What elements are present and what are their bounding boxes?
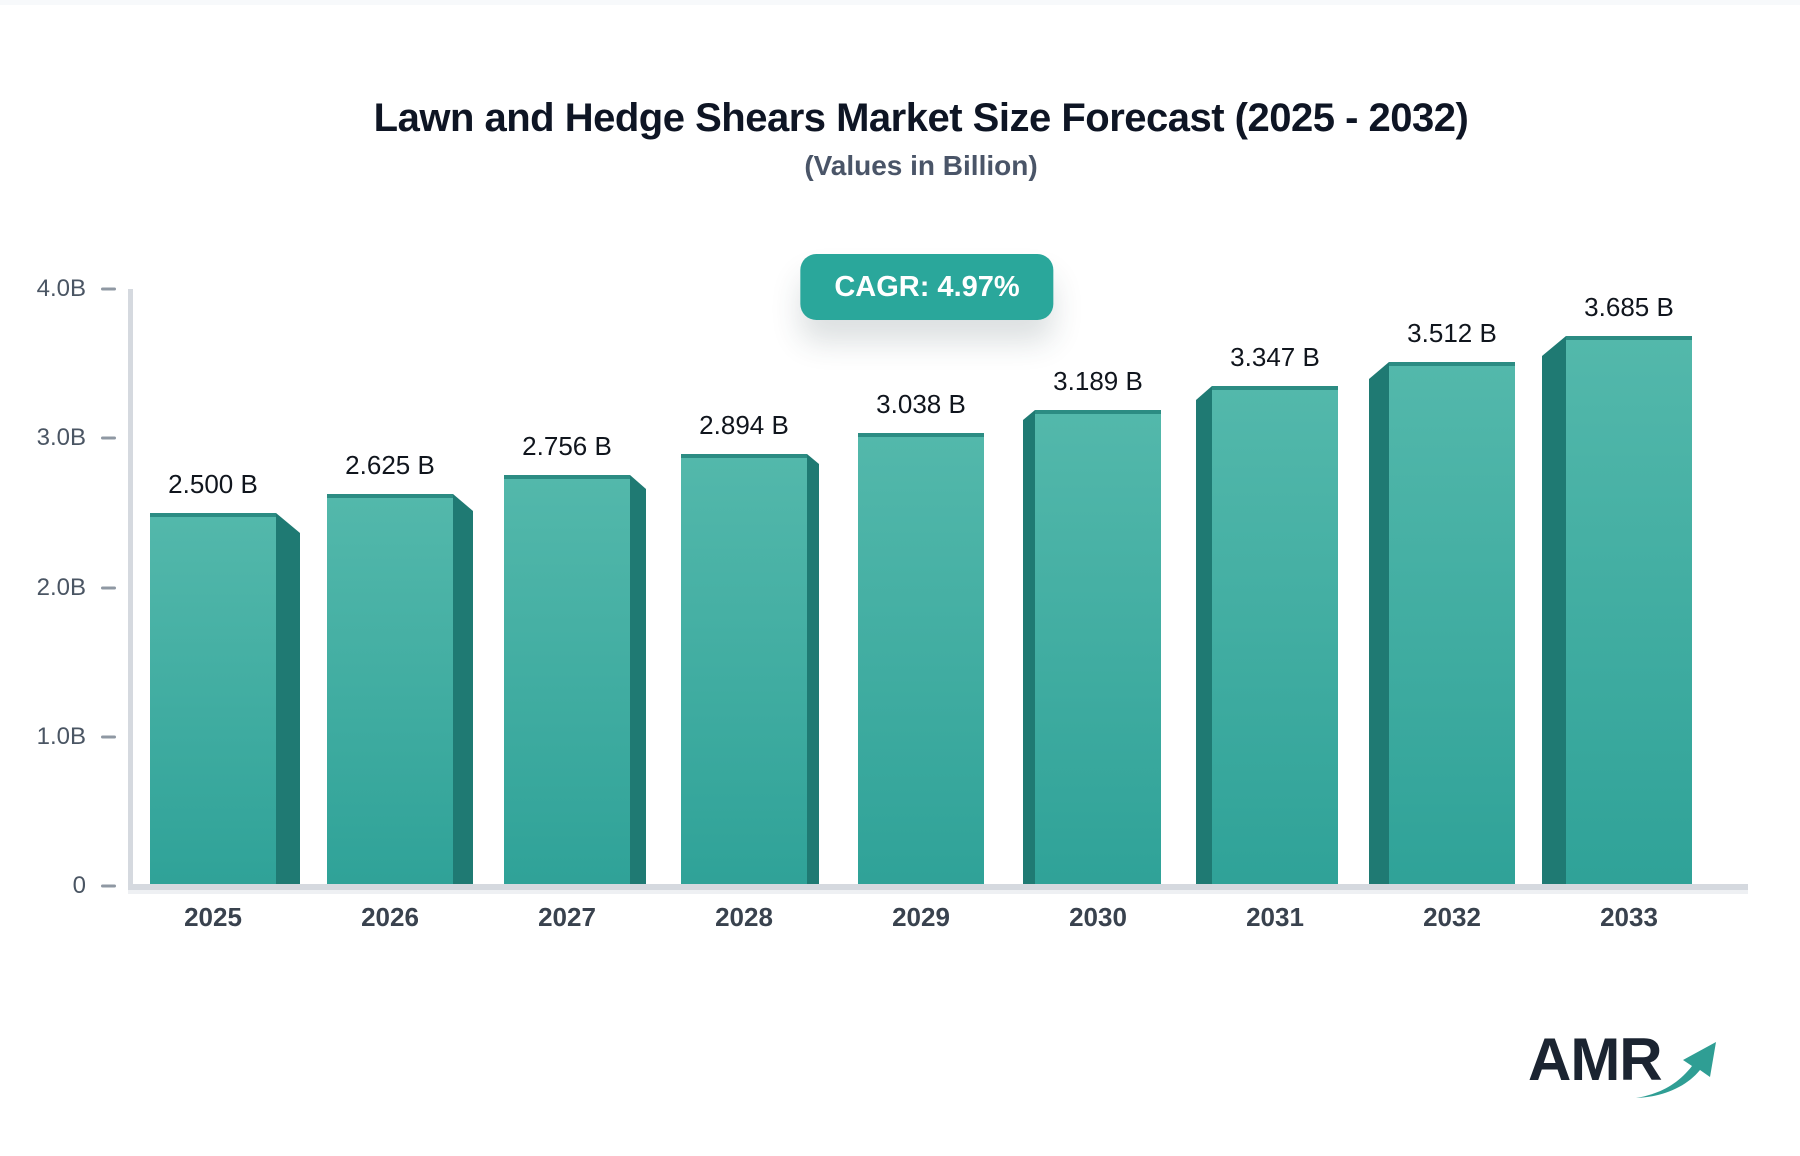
bar[interactable]: [1035, 410, 1161, 886]
bar[interactable]: [504, 475, 630, 886]
y-axis-tick-label: 1.0B: [36, 722, 86, 750]
bar[interactable]: [1389, 362, 1515, 886]
x-axis-tick-label: 2029: [892, 902, 950, 932]
bar-3d-side: [807, 454, 819, 886]
bar-value-label: 2.625 B: [345, 450, 435, 480]
cagr-badge: CAGR: 4.97%: [800, 254, 1054, 320]
y-axis-tick-mark: [101, 735, 116, 739]
x-axis-tick-label: 2032: [1423, 902, 1481, 932]
bar-value-label: 3.512 B: [1407, 318, 1497, 348]
x-axis-tick-label: 2030: [1069, 902, 1127, 932]
x-axis-tick-label: 2028: [715, 902, 773, 932]
chart-title: Lawn and Hedge Shears Market Size Foreca…: [373, 96, 1469, 140]
y-axis-line: [128, 289, 133, 887]
bar[interactable]: [681, 454, 807, 886]
bar-value-label: 3.347 B: [1230, 342, 1320, 372]
y-axis-tick-mark: [101, 586, 116, 589]
amr-logo-text: AMR: [1528, 1026, 1663, 1093]
bar[interactable]: [327, 494, 453, 886]
bar-value-label: 2.500 B: [168, 469, 258, 499]
bar-value-label: 3.685 B: [1584, 292, 1674, 322]
page-top-strip: [0, 0, 1800, 5]
bar-3d-side: [453, 494, 473, 886]
growth-arrow-icon: [1632, 1034, 1724, 1111]
x-axis-tick-label: 2027: [538, 902, 596, 932]
y-axis-tick-mark: [101, 436, 116, 440]
bar-3d-side: [630, 475, 646, 886]
bar-value-label: 3.189 B: [1053, 366, 1143, 396]
bar-3d-side: [1542, 336, 1566, 886]
bar-3d-side: [1369, 362, 1389, 886]
y-axis-tick-mark: [101, 884, 116, 888]
bar-value-label: 3.038 B: [876, 389, 966, 419]
bar-3d-side: [1196, 386, 1212, 886]
bar[interactable]: [150, 513, 276, 886]
amr-logo: AMR: [1528, 1030, 1728, 1120]
y-axis-tick-mark: [101, 287, 116, 291]
x-axis-tick-label: 2026: [361, 902, 419, 932]
bar[interactable]: [1566, 336, 1692, 886]
bar-value-label: 2.894 B: [699, 410, 789, 440]
x-axis-tick-label: 2033: [1600, 902, 1658, 932]
bar-value-label: 2.756 B: [522, 431, 612, 461]
y-axis-tick-label: 2.0B: [36, 573, 86, 601]
x-axis-tick-label: 2031: [1246, 902, 1304, 932]
bar-3d-side: [1023, 410, 1035, 886]
y-axis-tick-label: 4.0B: [36, 275, 86, 302]
y-axis-tick-label: 3.0B: [36, 424, 86, 452]
bar[interactable]: [858, 433, 984, 886]
x-axis-shadow: [128, 890, 1748, 894]
x-axis-line: [128, 884, 1748, 890]
bar[interactable]: [1212, 386, 1338, 886]
bar-3d-side: [276, 513, 300, 886]
chart-subtitle: (Values in Billion): [804, 150, 1038, 181]
x-axis-tick-label: 2025: [184, 902, 242, 932]
y-axis-tick-label: 0: [72, 872, 86, 899]
